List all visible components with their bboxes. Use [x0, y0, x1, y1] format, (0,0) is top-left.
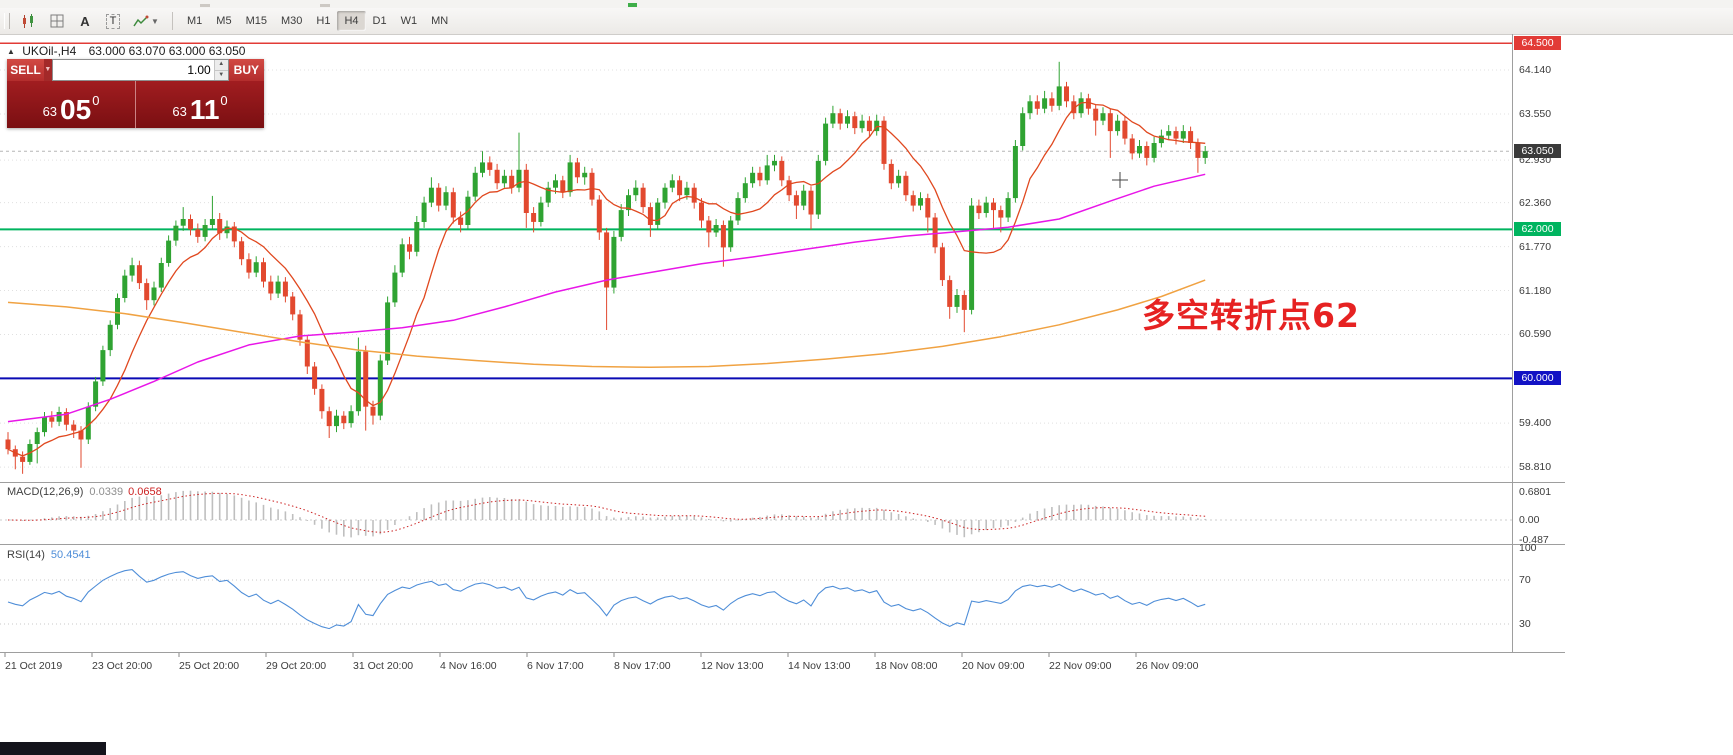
clipped-menu-row [0, 0, 1733, 8]
buy-price-fraction: 0 [220, 93, 228, 108]
time-axis-label: 20 Nov 09:00 [962, 660, 1025, 672]
time-axis-label: 8 Nov 17:00 [614, 660, 671, 672]
symbol-name: UKOil-,H4 [22, 44, 77, 58]
time-axis-label: 21 Oct 2019 [5, 660, 63, 672]
macd-axis-label: -0.487 [1519, 534, 1549, 546]
time-axis-label: 6 Nov 17:00 [527, 660, 584, 672]
buy-price-big: 11 [189, 94, 220, 125]
rsi-name: RSI(14) [7, 549, 45, 561]
volume-stepper: ▲ ▼ [213, 60, 228, 80]
rsi-axis-label: 70 [1519, 574, 1531, 586]
chart-annotation-text[interactable]: 多空转折点62 [1142, 296, 1360, 335]
price-axis-badge: 63.050 [1514, 144, 1561, 158]
clipped-icon-fragment [320, 4, 330, 7]
price-axis-badge: 60.000 [1514, 371, 1561, 385]
macd-main-value: 0.0339 [89, 486, 124, 498]
macd-signal-value: 0.0658 [128, 486, 162, 498]
timeframe-button-m1[interactable]: M1 [187, 15, 203, 27]
timeframe-button-m15[interactable]: M15 [245, 15, 267, 27]
macd-name: MACD(12,26,9) [7, 486, 84, 498]
timeframe-button-w1[interactable]: W1 [400, 15, 418, 27]
text-box-icon[interactable]: T [100, 11, 126, 32]
ohlc-values: 63.000 63.070 63.000 63.050 [88, 44, 246, 58]
time-axis[interactable]: 21 Oct 2019 23 Oct 20:00 25 Oct 20:00 29 Oc… [0, 660, 1512, 676]
clipped-icon-fragment [200, 4, 210, 7]
buy-button[interactable]: BUY [228, 59, 264, 81]
rsi-axis-label: 100 [1519, 542, 1537, 554]
time-axis-label: 14 Nov 13:00 [788, 660, 851, 672]
time-axis-label: 22 Nov 09:00 [1049, 660, 1112, 672]
one-click-trading-panel: SELL ▼ ▲ ▼ BUY 63 05 0 63 11 0 [7, 59, 264, 128]
macd-axis-label: 0.6801 [1519, 486, 1552, 498]
sell-price-prefix: 63 [42, 104, 58, 119]
price-axis-label: 62.930 [1519, 154, 1552, 166]
price-axis-label: 59.400 [1519, 417, 1552, 429]
volume-increase-button[interactable]: ▲ [214, 60, 228, 71]
sell-price-big: 05 [60, 94, 92, 125]
timeframe-button-d1[interactable]: D1 [372, 15, 387, 27]
price-axis-label: 61.770 [1519, 241, 1552, 253]
buy-price-prefix: 63 [172, 104, 187, 119]
price-axis[interactable]: 64.500 64.140 63.550 63.050 62.930 62.360 62.0… [1512, 0, 1574, 755]
price-axis-badge: 62.000 [1514, 222, 1561, 236]
price-axis-label: 62.360 [1519, 197, 1552, 209]
rsi-value: 50.4541 [50, 549, 91, 561]
order-type-dropdown[interactable]: ▼ [44, 59, 52, 81]
volume-decrease-button[interactable]: ▼ [214, 70, 228, 80]
price-axis-label: 64.140 [1519, 64, 1552, 76]
toolbar-separator [172, 12, 173, 30]
grid-icon[interactable] [44, 11, 70, 32]
timeframe-button-h4[interactable]: H4 [337, 11, 366, 31]
macd-indicator-label: MACD(12,26,9) 0.0339 0.0658 [7, 486, 162, 498]
sell-price-fraction: 0 [92, 93, 100, 108]
time-axis-label: 26 Nov 09:00 [1136, 660, 1199, 672]
indicators-dropdown-button[interactable]: ▼ [128, 11, 164, 32]
timeframe-button-mn[interactable]: MN [431, 15, 449, 27]
sell-button[interactable]: SELL [7, 59, 45, 81]
chart-toolbar: A T ▼ M1 M5 M15 M30 H1 H4 D1 W1 MN [0, 8, 1733, 35]
chart-symbol-header: ▲ UKOil-,H4 63.000 63.070 63.000 63.050 [7, 44, 245, 58]
price-axis-label: 63.550 [1519, 108, 1552, 120]
toolbar-grip[interactable] [4, 13, 10, 29]
macd-axis-label: 0.00 [1519, 514, 1540, 526]
text-box-glyph: T [105, 13, 121, 29]
time-axis-label: 29 Oct 20:00 [266, 660, 327, 672]
rsi-indicator-label: RSI(14) 50.4541 [7, 549, 91, 561]
clipped-green-icon-fragment [628, 3, 637, 7]
time-axis-label: 18 Nov 08:00 [875, 660, 938, 672]
time-axis-label: 4 Nov 16:00 [440, 660, 497, 672]
price-axis-badge: 64.500 [1514, 36, 1561, 50]
timeframe-buttons: M1 M5 M15 M30 H1 H4 D1 W1 MN [180, 11, 455, 31]
timeframe-button-m30[interactable]: M30 [280, 15, 303, 27]
time-axis-label: 31 Oct 20:00 [353, 660, 414, 672]
time-axis-label: 25 Oct 20:00 [179, 660, 240, 672]
taskbar-fragment [0, 742, 106, 755]
time-axis-label: 12 Nov 13:00 [701, 660, 764, 672]
collapse-arrow-icon[interactable]: ▲ [7, 47, 15, 56]
buy-price-display[interactable]: 63 11 0 [136, 81, 264, 128]
volume-input[interactable] [52, 60, 214, 80]
rsi-axis-label: 30 [1519, 618, 1531, 630]
text-label-icon[interactable]: A [72, 11, 98, 32]
price-axis-label: 58.810 [1519, 461, 1552, 473]
sell-price-display[interactable]: 63 05 0 [7, 81, 135, 128]
price-axis-label: 61.180 [1519, 285, 1552, 297]
timeframe-button-h1[interactable]: H1 [316, 15, 331, 27]
indicators-icon [133, 15, 149, 26]
time-axis-label: 23 Oct 20:00 [92, 660, 153, 672]
price-divider [135, 81, 136, 128]
chevron-down-icon: ▼ [151, 16, 159, 26]
crosshair-marker [1112, 172, 1128, 188]
text-label-glyph: A [80, 13, 90, 29]
price-axis-label: 60.590 [1519, 328, 1552, 340]
volume-field: ▲ ▼ [51, 59, 229, 81]
candlestick-chart-icon[interactable] [16, 11, 42, 32]
timeframe-button-m5[interactable]: M5 [216, 15, 232, 27]
